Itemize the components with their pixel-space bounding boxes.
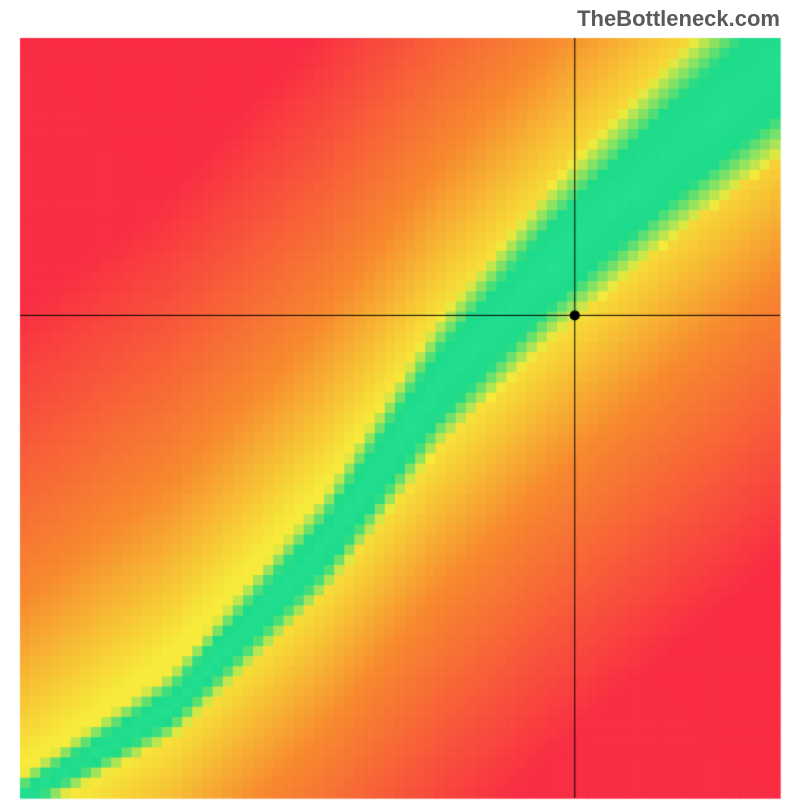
bottleneck-heatmap — [0, 0, 800, 800]
watermark-text: TheBottleneck.com — [577, 6, 780, 32]
chart-container: TheBottleneck.com — [0, 0, 800, 800]
